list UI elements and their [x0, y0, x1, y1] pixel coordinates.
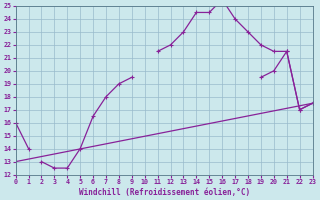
X-axis label: Windchill (Refroidissement éolien,°C): Windchill (Refroidissement éolien,°C): [78, 188, 250, 197]
